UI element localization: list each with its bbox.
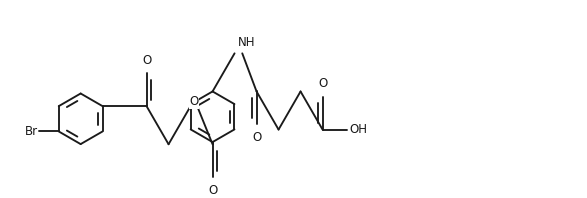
- Text: O: O: [252, 131, 261, 144]
- Text: O: O: [189, 95, 198, 108]
- Text: Br: Br: [25, 125, 38, 138]
- Text: O: O: [208, 184, 217, 197]
- Text: O: O: [142, 53, 151, 67]
- Text: O: O: [318, 77, 327, 90]
- Text: NH: NH: [238, 36, 255, 49]
- Text: OH: OH: [349, 123, 367, 136]
